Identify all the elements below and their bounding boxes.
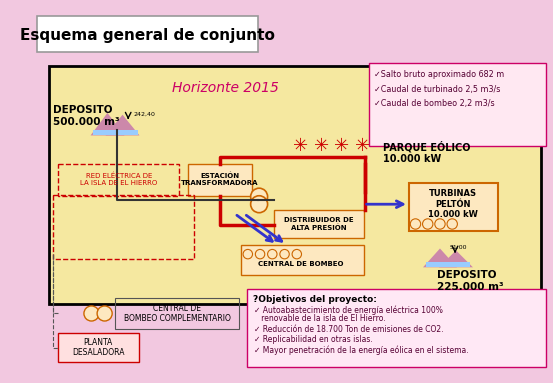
Text: ✓Salto bruto aproximado 682 m: ✓Salto bruto aproximado 682 m <box>374 70 504 79</box>
Text: renovable de la isla de El Hierro.: renovable de la isla de El Hierro. <box>254 314 386 323</box>
Text: PARQUE EÓLICO
10.000 kW: PARQUE EÓLICO 10.000 kW <box>383 141 470 164</box>
Text: ✓ Replicabilidad en otras islas.: ✓ Replicabilidad en otras islas. <box>254 335 373 344</box>
Text: CENTRAL DE
BOMBEO COMPLEMENTARIO: CENTRAL DE BOMBEO COMPLEMENTARIO <box>124 304 231 323</box>
Text: ✓ Reducción de 18.700 Ton de emisiones de CO2.: ✓ Reducción de 18.700 Ton de emisiones d… <box>254 325 444 334</box>
Text: ✳: ✳ <box>293 137 308 155</box>
Polygon shape <box>106 115 139 136</box>
Circle shape <box>84 306 99 321</box>
Text: PLANTA
DESALADORA: PLANTA DESALADORA <box>72 338 124 357</box>
Circle shape <box>292 249 301 259</box>
Text: ✳: ✳ <box>335 137 349 155</box>
Circle shape <box>255 249 265 259</box>
Text: ✓Caudal de turbinado 2,5 m3/s: ✓Caudal de turbinado 2,5 m3/s <box>374 85 500 93</box>
Bar <box>409 183 498 231</box>
Bar <box>115 298 239 329</box>
Circle shape <box>280 249 289 259</box>
Text: TURBINAS
PELTÓN
10.000 kW: TURBINAS PELTÓN 10.000 kW <box>428 189 478 219</box>
Bar <box>37 16 258 52</box>
Circle shape <box>422 219 433 229</box>
Circle shape <box>447 219 457 229</box>
Text: ✓ Mayor penetración de la energía eólica en el sistema.: ✓ Mayor penetración de la energía eólica… <box>254 345 469 355</box>
Text: DISTRIBUIDOR DE
ALTA PRESIÓN: DISTRIBUIDOR DE ALTA PRESIÓN <box>284 217 353 231</box>
Text: DEPOSITO
500.000 m³: DEPOSITO 500.000 m³ <box>53 105 119 127</box>
Text: ✓ Autoabastecimiento de energía eléctrica 100%: ✓ Autoabastecimiento de energía eléctric… <box>254 305 444 314</box>
Bar <box>369 63 546 146</box>
Bar <box>49 66 541 304</box>
Polygon shape <box>93 130 138 136</box>
Bar <box>187 164 252 196</box>
Polygon shape <box>91 113 124 136</box>
Bar <box>247 289 546 367</box>
Circle shape <box>243 249 253 259</box>
Bar <box>53 195 194 259</box>
Circle shape <box>435 219 445 229</box>
Text: ✳: ✳ <box>355 137 371 155</box>
Text: Esquema general de conjunto: Esquema general de conjunto <box>19 28 274 43</box>
Polygon shape <box>423 249 457 267</box>
Text: ESTACIÓN
TRANSFORMADORA: ESTACIÓN TRANSFORMADORA <box>181 173 258 187</box>
Text: ✳: ✳ <box>314 137 329 155</box>
Text: CENTRAL DE BOMBEO: CENTRAL DE BOMBEO <box>258 260 343 267</box>
Polygon shape <box>439 250 473 267</box>
Text: S1.00: S1.00 <box>450 245 467 250</box>
Bar <box>59 333 139 362</box>
Circle shape <box>251 196 268 213</box>
Text: ✓Caudal de bombeo 2,2 m3/s: ✓Caudal de bombeo 2,2 m3/s <box>374 99 495 108</box>
Circle shape <box>251 188 268 205</box>
Text: RED ELÉCTRICA DE
LA ISLA DE EL HIERRO: RED ELÉCTRICA DE LA ISLA DE EL HIERRO <box>80 173 158 187</box>
Text: Horizonte 2015: Horizonte 2015 <box>172 81 279 95</box>
Text: ?Objetivos del proyecto:: ?Objetivos del proyecto: <box>253 295 377 304</box>
Bar <box>274 210 364 238</box>
Text: 242,40: 242,40 <box>134 111 156 116</box>
Text: DEPOSITO
225.000 m³: DEPOSITO 225.000 m³ <box>437 270 504 292</box>
Polygon shape <box>426 262 470 267</box>
Bar <box>59 164 179 196</box>
Circle shape <box>97 306 112 321</box>
Bar <box>241 245 364 275</box>
Circle shape <box>410 219 421 229</box>
Circle shape <box>268 249 277 259</box>
